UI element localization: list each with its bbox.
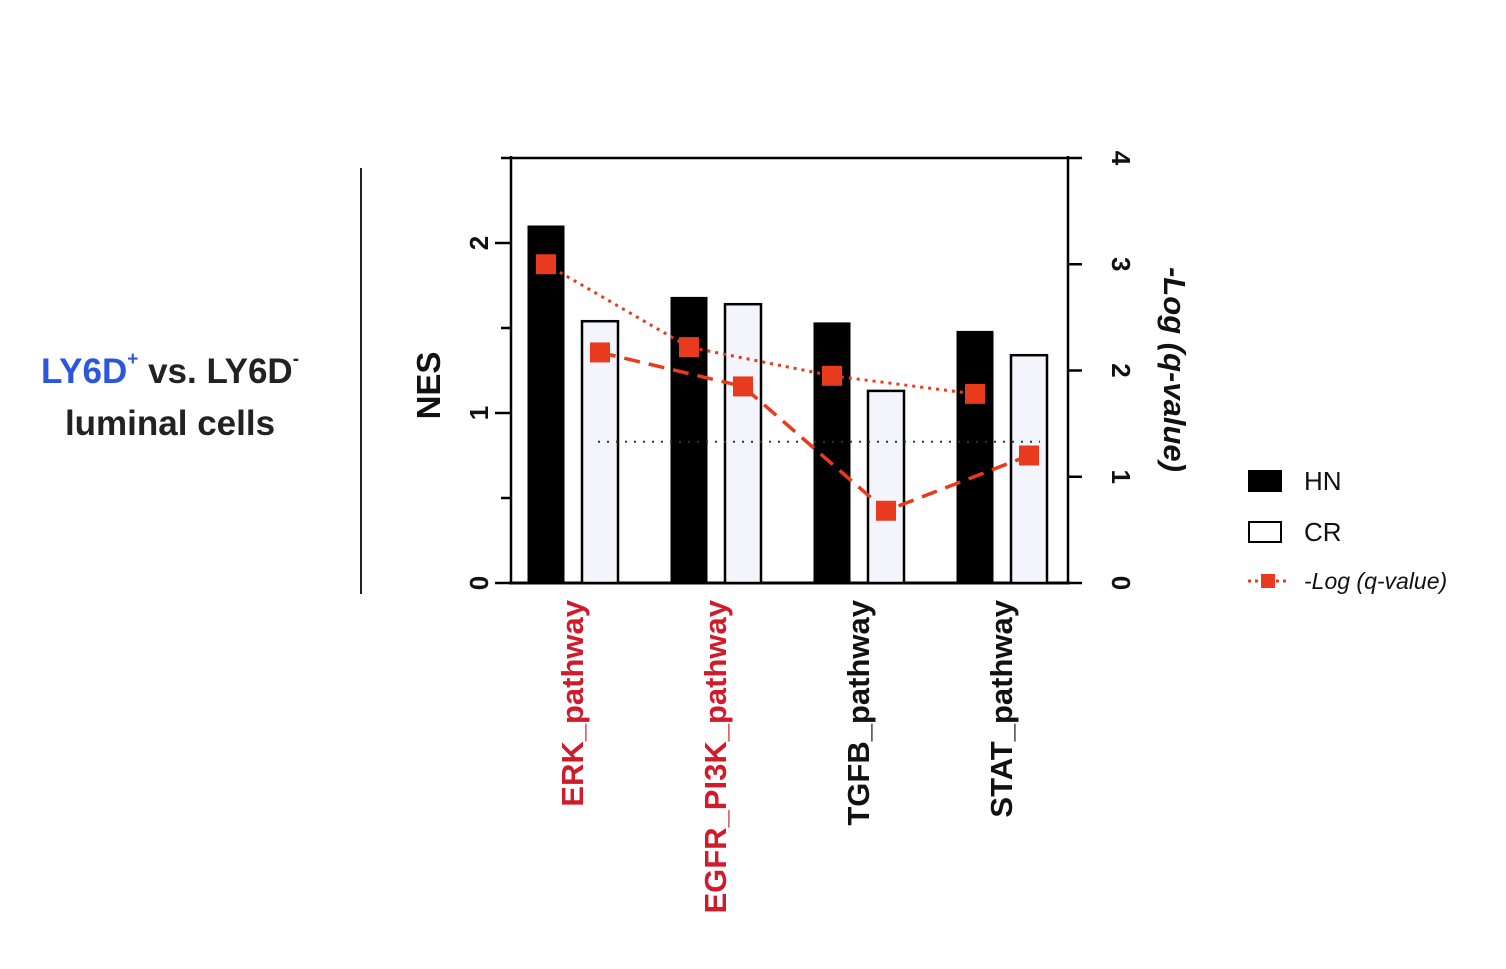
x-tick-label: STAT_pathway	[984, 599, 1019, 817]
y-axis-title: NES	[410, 352, 447, 420]
title-versus: vs. LY6D	[138, 352, 293, 391]
legend-label-q-value: -Log (q-value)	[1304, 567, 1448, 594]
bar-cr	[866, 389, 906, 585]
y2-tick-label: 4	[1106, 151, 1136, 166]
y2-tick-label: 0	[1106, 576, 1136, 590]
bar-cr	[723, 302, 763, 585]
legend-item-hn: HN	[1248, 466, 1342, 496]
y2-tick-label: 2	[1106, 363, 1136, 377]
q-value-marker	[733, 376, 753, 397]
y-tick-label: 1	[464, 406, 494, 420]
x-tick-label: ERK_pathway	[555, 599, 590, 806]
legend-swatch-hn	[1248, 470, 1282, 492]
bar-cr	[580, 319, 620, 585]
y2-tick-label: 1	[1106, 470, 1136, 484]
q-value-marker	[822, 365, 842, 386]
comparison-subtitle: luminal cells	[64, 404, 276, 443]
q-value-line-hn	[545, 262, 976, 396]
y-tick-label: 2	[464, 236, 494, 250]
q-value-marker	[965, 383, 985, 404]
q-value-marker	[679, 337, 699, 358]
legend-label-hn: HN	[1304, 465, 1342, 496]
legend-item-cr: CR	[1248, 517, 1342, 547]
q-value-marker	[1019, 445, 1039, 466]
q-value-marker	[876, 500, 896, 521]
bar-hn	[956, 330, 994, 584]
y2-axis-title: -Log (q-value)	[1157, 267, 1192, 472]
title-sup-minus: -	[292, 349, 300, 370]
legend-item-q-value: -Log (q-value)	[1248, 566, 1447, 596]
q-value-marker	[536, 254, 556, 275]
x-tick-label: TGFB_pathway	[841, 599, 876, 825]
bar-cr	[1009, 353, 1049, 585]
q-value-marker	[590, 342, 610, 363]
separator-line	[360, 168, 362, 594]
y2-tick-label: 3	[1106, 257, 1136, 271]
x-tick-label: EGFR_PI3K_pathway	[698, 599, 733, 913]
legend-label-cr: CR	[1304, 516, 1342, 547]
title-sup-plus: +	[127, 349, 139, 370]
title-ly6d-positive: LY6D	[40, 352, 128, 391]
y-tick-label: 0	[464, 576, 494, 590]
comparison-title: LY6D+ vs. LY6D-	[0, 349, 340, 392]
q-value-line-cr	[599, 350, 1030, 513]
legend-swatch-cr	[1248, 521, 1282, 543]
legend-swatch-q-value	[1248, 574, 1288, 588]
bar-hn	[527, 225, 565, 584]
bar-hn	[813, 322, 851, 584]
